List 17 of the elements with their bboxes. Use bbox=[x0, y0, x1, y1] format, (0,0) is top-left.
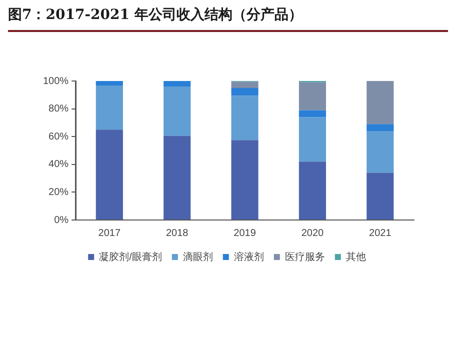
x-tick-label: 2017 bbox=[98, 228, 121, 239]
legend-label: 滴眼剂 bbox=[182, 250, 213, 263]
y-tick-label: 80% bbox=[48, 104, 69, 115]
y-tick-label: 100% bbox=[43, 76, 69, 87]
legend-label: 医疗服务 bbox=[284, 250, 325, 263]
x-tick-label: 2021 bbox=[369, 228, 392, 239]
y-tick-label: 20% bbox=[48, 186, 69, 198]
y-tick-label: 0% bbox=[54, 214, 69, 226]
legend-label: 凝胶剂/眼膏剂 bbox=[99, 250, 162, 263]
x-tick-label: 2020 bbox=[301, 228, 324, 239]
y-tick-label: 60% bbox=[48, 131, 69, 142]
legend-label: 其他 bbox=[346, 250, 366, 263]
x-tick-label: 2019 bbox=[234, 228, 256, 239]
chart-title: 图7：2017-2021 年公司收入结构（分产品） bbox=[8, 6, 302, 24]
legend-label: 溶液剂 bbox=[234, 250, 264, 263]
x-tick-label: 2018 bbox=[166, 228, 189, 239]
y-tick-label: 40% bbox=[48, 159, 69, 170]
